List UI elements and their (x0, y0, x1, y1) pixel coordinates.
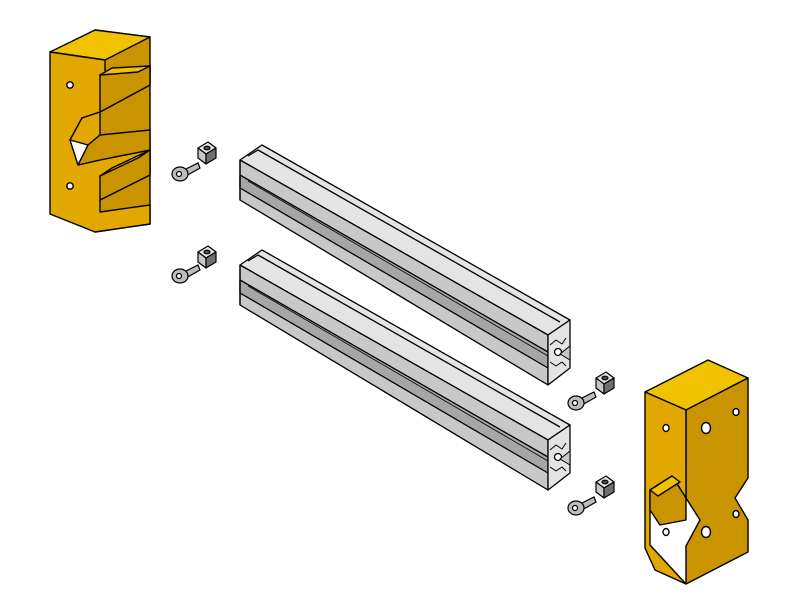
tnut-2 (197, 245, 217, 269)
left-bracket-hole-upper (66, 81, 74, 89)
rail-end-profile-bottom (549, 361, 567, 367)
tnut-side (205, 251, 217, 269)
right-bracket-front-face (644, 391, 687, 585)
right-bracket-hole-d (662, 527, 670, 537)
rail-top-slot (247, 254, 561, 428)
left-bracket-notch-floor (77, 129, 151, 166)
rail-end-slot (559, 450, 571, 466)
screw-socket (571, 399, 579, 407)
screw-socket (175, 272, 183, 280)
fasteners (171, 141, 615, 516)
right-bracket-hole-a (662, 423, 670, 433)
right-bracket-hole-b (700, 421, 712, 435)
tnut-side (603, 481, 615, 499)
right-bracket-notch-top (649, 475, 681, 497)
left-bracket (49, 29, 151, 233)
screw-socket (175, 170, 183, 178)
rail-end-slot (559, 345, 571, 361)
tnut-1 (197, 141, 217, 165)
tnut-thread (203, 249, 211, 255)
tnut-thread (601, 479, 609, 485)
right-bracket (644, 359, 749, 585)
left-bracket-notch (69, 111, 101, 146)
screw-2 (171, 264, 201, 284)
left-bracket-upper-slot-top (99, 65, 151, 76)
tnut-4 (595, 475, 615, 499)
rail-end-profile-top (549, 442, 567, 451)
rail-end-profile-top (549, 337, 567, 346)
screw-3 (567, 391, 597, 411)
tnut-side (205, 147, 217, 165)
screw-1 (171, 162, 201, 182)
tnut-side (603, 377, 615, 395)
right-bracket-hole-c (732, 407, 740, 417)
tnut-thread (203, 145, 211, 151)
rail-top-slot (247, 149, 561, 323)
rail-end-profile-bottom (549, 466, 567, 472)
tnut-thread (601, 375, 609, 381)
left-bracket-hole-lower (66, 182, 74, 190)
extrusion-rails (239, 144, 571, 491)
screw-socket (571, 504, 579, 512)
rail-front-slot-edge (247, 285, 549, 462)
rail-2 (239, 249, 571, 491)
rail-front-slot-edge (247, 180, 549, 357)
right-bracket-hole-f (732, 509, 740, 519)
right-bracket-hole-e (700, 525, 712, 539)
rail-1 (239, 144, 571, 386)
screw-4 (567, 496, 597, 516)
tnut-3 (595, 371, 615, 395)
